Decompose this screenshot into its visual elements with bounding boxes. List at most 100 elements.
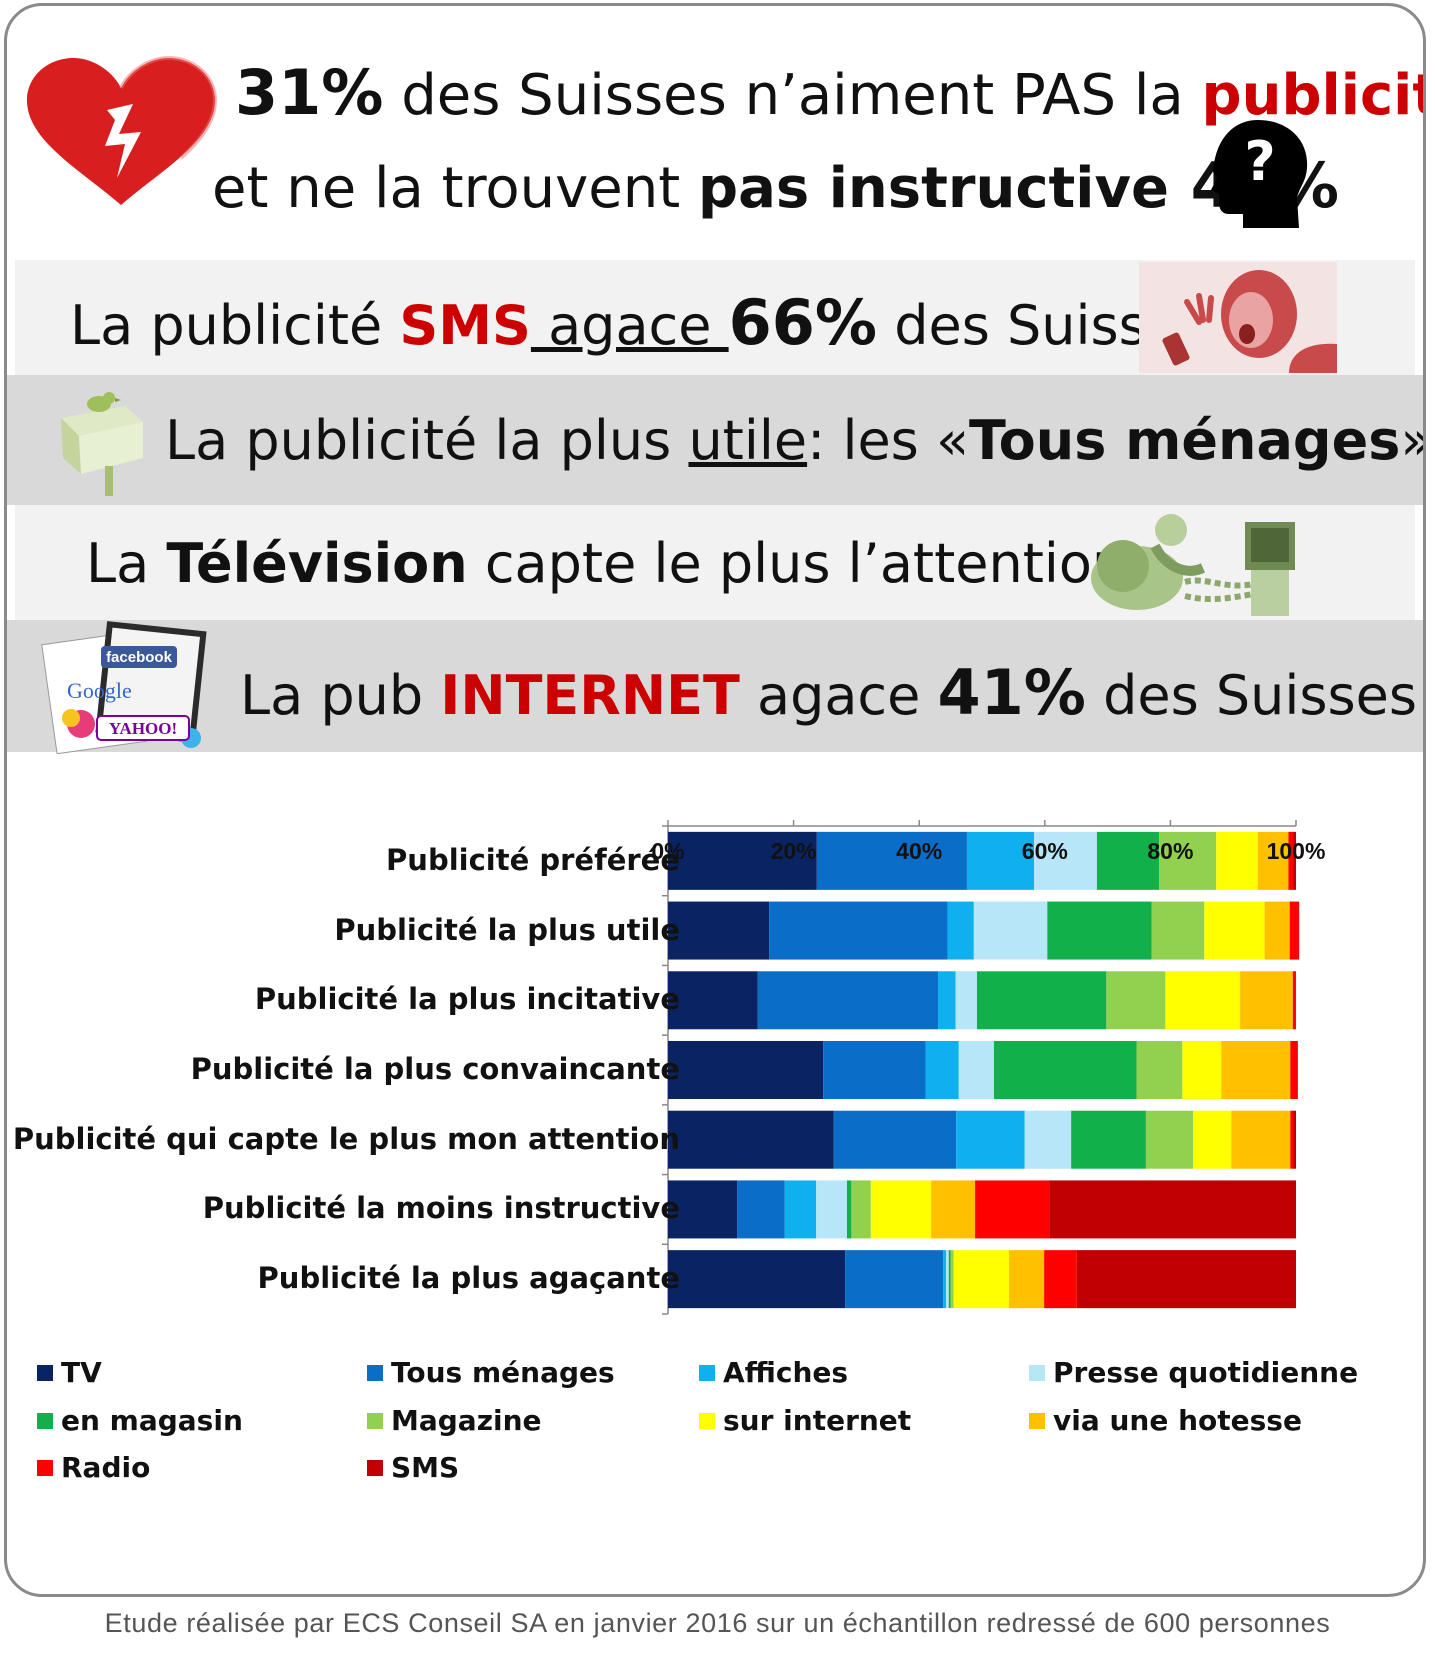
x-tick-label: 20% [770, 838, 817, 864]
bar-segment [938, 971, 956, 1030]
mailbox-bird-icon [61, 392, 143, 496]
bar-segment [1049, 1180, 1296, 1239]
band-sms-pct: 66% [728, 286, 878, 359]
bar-segment [925, 1041, 959, 1099]
category-label: Publicité la plus utile [334, 912, 680, 947]
x-tick-label: 100% [1266, 838, 1326, 864]
bar-segment [1136, 1041, 1183, 1099]
annoyed-woman-phone-icon [1139, 262, 1337, 373]
band-internet-pct: 41% [937, 656, 1086, 729]
bar-segment [1292, 971, 1296, 1030]
band-internet-text: La pub INTERNET agace 41% des Suisses [240, 656, 1417, 729]
legend-item: TV [37, 1356, 102, 1389]
x-tick-label: 80% [1147, 838, 1194, 864]
bar-segment [1257, 831, 1289, 890]
bar-segment [1231, 1110, 1291, 1169]
bar-segment [823, 1041, 926, 1099]
category-label: Publicité préférée [386, 842, 680, 877]
bar-segment [993, 1041, 1137, 1099]
legend-label: via une hotesse [1053, 1404, 1302, 1437]
x-tick-label: 40% [896, 838, 943, 864]
headline-1: 31% des Suisses n’aiment PAS la publicit… [235, 56, 1423, 129]
bar-segment [943, 1250, 947, 1309]
bar-segment [769, 901, 948, 960]
bar-segment [1024, 1110, 1072, 1169]
band-tous-text: La publicité la plus utile: les «Tous mé… [165, 409, 1423, 472]
legend-label: sur internet [723, 1404, 912, 1437]
legend-label: SMS [391, 1451, 460, 1484]
band-sms-underlined: agace [530, 294, 729, 357]
bar-segment [1264, 901, 1290, 960]
bar-segment [668, 971, 758, 1030]
legend-label: Radio [61, 1451, 151, 1484]
legend-item: via une hotesse [1029, 1404, 1302, 1437]
footer-source-note: Etude réalisée par ECS Conseil SA en jan… [104, 1608, 1331, 1638]
band-tv-pre: La [86, 532, 167, 595]
legend-item: sur internet [699, 1404, 911, 1437]
legend-swatch [699, 1364, 715, 1381]
legend-swatch [367, 1459, 383, 1476]
legend-label: en magasin [61, 1404, 243, 1437]
bar-segment [1240, 971, 1293, 1030]
bar-segment [1221, 1041, 1291, 1099]
bar-segment [668, 901, 770, 960]
bar-segment [846, 1180, 852, 1239]
bar-segment [1290, 1041, 1298, 1099]
bar-segment [1165, 971, 1241, 1030]
bar-segment [1044, 1250, 1077, 1309]
bar-segment [668, 831, 817, 890]
bar-segment [1034, 831, 1097, 890]
category-label: Publicité la plus agaçante [257, 1261, 680, 1296]
band-tv-bold: Télévision [166, 532, 468, 595]
bar-segment [1009, 1250, 1045, 1309]
bar-segment [816, 1180, 847, 1239]
legend-swatch [37, 1412, 53, 1429]
bar-segment [668, 1180, 738, 1239]
legend-swatch [1029, 1364, 1045, 1381]
legend-swatch [367, 1364, 383, 1381]
headline-1-text: des Suisses n’aiment PAS la [383, 63, 1202, 128]
bar-segment [1096, 831, 1160, 890]
band-sms-pre: La publicité [70, 294, 400, 357]
band-tous-mid: : les « [807, 409, 970, 472]
bar-segment [833, 1110, 957, 1169]
bar-segment [976, 971, 1107, 1030]
legend-swatch [367, 1412, 383, 1429]
headline-1-highlight: publicité [1201, 63, 1423, 128]
legend-label: Magazine [391, 1404, 542, 1437]
bar-segment [1193, 1110, 1232, 1169]
svg-text:?: ? [1244, 130, 1275, 193]
bar-segment [1076, 1250, 1296, 1309]
bar-segment [668, 1250, 846, 1309]
bar-segment [950, 1250, 954, 1309]
bar-segment [1288, 831, 1294, 890]
headline-2-bold: pas instructive [697, 156, 1169, 221]
legend-item: Magazine [367, 1404, 542, 1437]
legend-item: Presse quotidienne [1029, 1356, 1358, 1389]
legend-item: SMS [367, 1451, 459, 1484]
band-tv-text: La Télévision capte le plus l’attention [86, 532, 1126, 595]
band-tous-underlined: utile [688, 409, 808, 472]
band-tous-menages [7, 375, 1423, 505]
thinking-head-icon: ? [1211, 120, 1308, 228]
yahoo-logo-text: YAHOO! [109, 719, 177, 738]
bar-segment [953, 1250, 1010, 1309]
legend-swatch [37, 1459, 53, 1476]
legend-swatch [37, 1364, 53, 1381]
bar-segment [1295, 971, 1296, 1030]
bar-segment [1293, 1110, 1296, 1169]
band-tv-post: capte le plus l’attention [467, 532, 1127, 595]
legend-item: en magasin [37, 1404, 243, 1437]
facebook-logo-text: facebook [106, 649, 173, 666]
bar-segment [955, 971, 977, 1030]
bar-segment [1290, 1110, 1294, 1169]
bar-segment [816, 831, 967, 890]
broken-heart-icon [26, 56, 218, 205]
category-label: Publicité la moins instructive [202, 1191, 680, 1226]
infographic-frame: 31% des Suisses n’aiment PAS la publicit… [4, 3, 1426, 1597]
bar-segment [1159, 831, 1217, 890]
bar-segment [668, 1041, 824, 1099]
x-tick-label: 0% [651, 838, 685, 864]
band-tous-pre: La publicité la plus [165, 409, 689, 472]
headline-2: et ne la trouvent pas instructive 42% [212, 149, 1339, 222]
